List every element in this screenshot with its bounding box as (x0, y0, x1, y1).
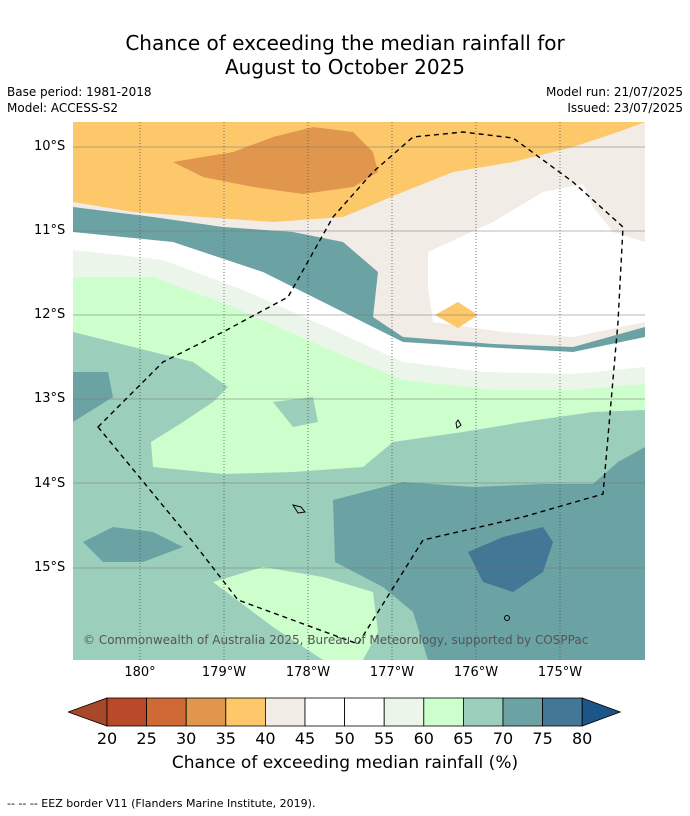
colorbar-arrow-low (68, 697, 108, 727)
colorbar-tick: 20 (96, 729, 118, 748)
y-tick-11s: 11°S (34, 223, 66, 238)
issued-date: Issued: 23/07/2025 (567, 101, 683, 115)
colorbar-arrow-high (581, 697, 622, 727)
colorbar-segment (344, 697, 385, 727)
colorbar-segment (225, 697, 266, 727)
x-tick-179w: 179°W (201, 665, 247, 680)
colorbar-segment (264, 697, 306, 727)
meta-left: Base period: 1981-2018 Model: ACCESS-S2 (7, 84, 152, 116)
meta-right: Model run: 21/07/2025 Issued: 23/07/2025 (546, 84, 683, 116)
title-line-2: August to October 2025 (224, 55, 466, 79)
island-c (504, 615, 510, 621)
colorbar-segment (146, 697, 187, 727)
y-tick-13s: 13°S (34, 391, 66, 406)
colorbar-tick: 45 (294, 729, 316, 748)
colorbar-segment (185, 697, 227, 727)
x-tick-180: 180° (124, 665, 156, 680)
zone-70-75-patch-b (73, 372, 113, 422)
zone-45-55 (73, 232, 645, 374)
eez-footer-note: -- -- -- EEZ border V11 (Flanders Marine… (7, 797, 316, 810)
colorbar-segments (68, 697, 622, 727)
colorbar-segment (106, 697, 147, 727)
map-canvas (73, 122, 645, 660)
map-title: Chance of exceeding the median rainfall … (0, 31, 690, 79)
colorbar-segment (383, 697, 425, 727)
colorbar-segment (304, 697, 345, 727)
colorbar-segment (423, 697, 464, 727)
zone-65-70-patch (273, 397, 318, 427)
colorbar-tick: 30 (176, 729, 197, 748)
zone-75-80 (468, 527, 553, 592)
colorbar-tick: 75 (532, 729, 553, 748)
x-tick-178w: 178°W (285, 665, 331, 680)
zone-55-60 (73, 247, 645, 390)
zone-30-35 (173, 127, 378, 194)
x-tick-177w: 177°W (369, 665, 415, 680)
colorbar-tick: 80 (572, 729, 593, 748)
model-run: Model run: 21/07/2025 (545, 85, 683, 99)
zone-70-75-patch-a (83, 527, 183, 562)
x-tick-176w: 176°W (453, 665, 499, 680)
x-tick-175w: 175°W (537, 665, 583, 680)
colorbar-tick: 70 (492, 729, 514, 748)
gridlines (73, 146, 645, 569)
colorbar-tick: 60 (413, 729, 434, 748)
colorbar-tick: 55 (374, 729, 395, 748)
title-line-1: Chance of exceeding the median rainfall … (125, 31, 565, 55)
zone-white-pocket (428, 184, 645, 337)
y-tick-12s: 12°S (34, 307, 66, 322)
colorbar (68, 697, 622, 727)
y-tick-15s: 15°S (34, 560, 66, 575)
rainfall-map (73, 122, 645, 660)
island-a (291, 504, 306, 514)
colorbar-segment (462, 697, 504, 727)
colorbar-segment (502, 697, 543, 727)
island-b (455, 419, 462, 429)
colorbar-tick: 40 (255, 729, 276, 748)
base-period: Base period: 1981-2018 (7, 85, 152, 99)
colorbar-tick: 25 (136, 729, 157, 748)
eez-border (97, 131, 624, 645)
colorbar-tick: 65 (453, 729, 474, 748)
copyright-notice: © Commonwealth of Australia 2025, Bureau… (83, 633, 589, 647)
zone-60-65 (73, 272, 645, 474)
colorbar-segment (542, 697, 583, 727)
colorbar-label: Chance of exceeding median rainfall (%) (171, 753, 519, 773)
model-name: Model: ACCESS-S2 (7, 101, 119, 115)
y-tick-14s: 14°S (34, 476, 66, 491)
colorbar-tick: 50 (334, 729, 355, 748)
y-tick-10s: 10°S (34, 139, 66, 154)
colorbar-tick: 35 (215, 729, 236, 748)
